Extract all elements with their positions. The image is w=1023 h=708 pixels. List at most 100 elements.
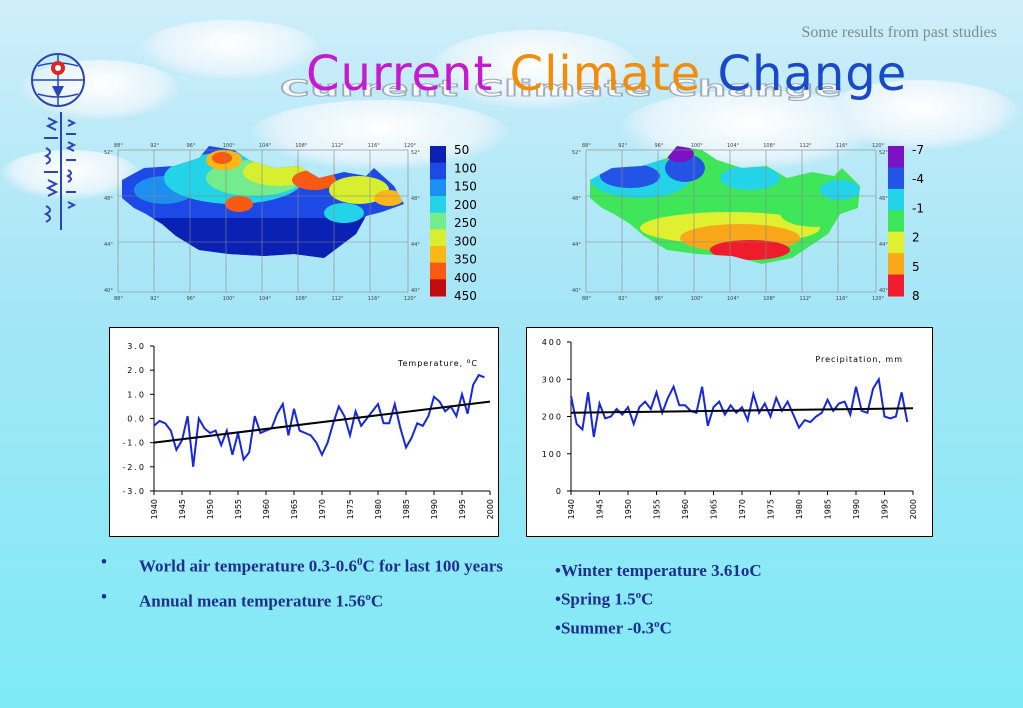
x-tick-label: 1975 xyxy=(346,499,355,519)
bullet-annual-mean: • Annual mean temperature 1.56oC xyxy=(101,584,521,615)
y-tick-label: -1.0 xyxy=(122,439,146,448)
map-lon-tick: 120° xyxy=(404,296,417,302)
bullet-text: •Summer -0.3 xyxy=(555,618,655,638)
bullet-sup: o xyxy=(654,617,660,630)
x-tick-label: 1985 xyxy=(824,499,833,519)
cloud xyxy=(250,100,510,170)
x-tick-label: 1980 xyxy=(795,499,804,519)
bullet-tail: C xyxy=(370,591,384,611)
map-lon-tick: 116° xyxy=(368,296,381,302)
map-lon-tick: 104° xyxy=(259,296,272,302)
legend-label: 8 xyxy=(912,289,920,303)
legend-label: 300 xyxy=(454,234,477,248)
x-tick-label: 1985 xyxy=(402,499,411,519)
map-lon-tick: 92° xyxy=(150,143,159,149)
y-tick-label: 300 xyxy=(542,375,563,384)
map-lon-tick: 116° xyxy=(368,143,381,149)
x-tick-label: 1965 xyxy=(290,499,299,519)
map-lon-tick: 108° xyxy=(295,296,308,302)
bullet-tail: C xyxy=(641,589,654,609)
y-tick-label: -2.0 xyxy=(122,463,146,472)
precipitation-chart-svg: 400 300 200 100 0 1940 1945 1950 1955 1960 1965 197… xyxy=(542,338,918,519)
map-lon-tick: 96° xyxy=(187,296,196,302)
map-lon-tick: 100° xyxy=(223,296,236,302)
bullet-dot: • xyxy=(101,552,107,571)
logo-graphic xyxy=(31,53,85,230)
map-lon-tick: 88° xyxy=(114,296,123,302)
temperature-chart: 3.0 2.0 1.0 0.0 -1.0 -2.0 -3.0 1940 1945 1950 1955… xyxy=(109,327,499,537)
map-lat-tick: 44° xyxy=(879,242,888,248)
legend-label: -1 xyxy=(912,201,924,215)
change-map-graphic: 88° 88° 92° 92° 96° 96° 100° 100° 104° 104° 108° 10… xyxy=(572,143,924,303)
map-lon-tick: 120° xyxy=(872,296,885,302)
bullet-text: •Winter temperature 3.61oC xyxy=(555,561,762,580)
x-tick-label: 1940 xyxy=(150,499,159,519)
map-lon-tick: 92° xyxy=(150,296,159,302)
legend-swatch xyxy=(430,162,446,180)
bullet-text: Annual mean temperature 1.56 xyxy=(139,591,366,611)
legend-swatch xyxy=(888,274,904,297)
map-lat-tick: 44° xyxy=(104,242,113,248)
map-lat-tick: 40° xyxy=(411,288,420,294)
title-word-change: Change xyxy=(717,46,908,102)
x-tick-label: 2000 xyxy=(909,499,918,519)
temperature-map: 88° 88° 92° 92° 96° 96° 100° 100° 104° 104° 108° 10… xyxy=(104,138,492,306)
legend-swatch xyxy=(430,246,446,264)
x-tick-label: 1940 xyxy=(567,499,576,519)
bullet-text: World air temperature 0.3-0.6 xyxy=(139,556,357,576)
y-tick-label: 100 xyxy=(542,450,563,459)
cloud xyxy=(430,30,640,110)
legend-label: 200 xyxy=(454,198,477,212)
legend-swatch xyxy=(430,262,446,280)
bullet-text: •Spring 1.5 xyxy=(555,589,636,609)
y-tick-label: -3.0 xyxy=(122,487,146,496)
map-lon-tick: 96° xyxy=(655,143,664,149)
map-lat-tick: 52° xyxy=(411,150,420,156)
map-lon-tick: 96° xyxy=(187,143,196,149)
legend-label: 50 xyxy=(454,143,469,157)
y-tick-label: 0 xyxy=(556,487,563,496)
map-lat-tick: 40° xyxy=(572,288,581,294)
map-lat-tick: 48° xyxy=(572,196,581,202)
trend-line xyxy=(570,407,914,414)
map-lat-tick: 44° xyxy=(572,242,581,248)
map-lat-tick: 48° xyxy=(411,196,420,202)
map-lon-tick: 108° xyxy=(763,143,776,149)
subtitle: Some results from past studies xyxy=(801,24,997,41)
x-tick-label: 1965 xyxy=(710,499,719,519)
map-lon-tick: 108° xyxy=(295,143,308,149)
x-tick-label: 1950 xyxy=(624,499,633,519)
cloud xyxy=(820,80,1020,150)
map-lon-tick: 100° xyxy=(223,143,236,149)
map-lon-tick: 108° xyxy=(763,296,776,302)
legend-swatch xyxy=(888,146,904,168)
map-lon-tick: 100° xyxy=(691,143,704,149)
bullet-dot: • xyxy=(101,586,107,606)
legend-label: 350 xyxy=(454,253,477,267)
x-tick-label: 1990 xyxy=(430,499,439,519)
map-lat-tick: 52° xyxy=(572,150,581,156)
legend-swatch xyxy=(430,212,446,230)
bullet-world-temperature: • World air temperature 0.3-0.60C for la… xyxy=(101,549,521,580)
x-tick-label: 1955 xyxy=(234,499,243,519)
map-lon-tick: 116° xyxy=(836,143,849,149)
bullet-sup: o xyxy=(365,590,371,603)
legend-swatch xyxy=(430,279,446,297)
legend-label: 250 xyxy=(454,216,477,230)
chart-series-label: Temperature, oC xyxy=(397,358,478,368)
map-lon-tick: 88° xyxy=(582,296,591,302)
x-tick-label: 1995 xyxy=(881,499,890,519)
map-lon-tick: 112° xyxy=(332,296,345,302)
chart-series-label: Precipitation, mm xyxy=(815,355,903,364)
map-lat-tick: 48° xyxy=(879,196,888,202)
map-lat-tick: 52° xyxy=(879,150,888,156)
bullet-tail: C for last 100 years xyxy=(362,556,503,576)
unit-text: C xyxy=(471,359,478,368)
x-tick-label: 1995 xyxy=(458,499,467,519)
trend-line xyxy=(153,400,491,444)
y-tick-label: 2.0 xyxy=(127,366,146,375)
map-lat-tick: 44° xyxy=(411,242,420,248)
legend-swatch xyxy=(430,196,446,214)
legend-swatch xyxy=(888,231,904,254)
temperature-map-graphic: 88° 88° 92° 92° 96° 96° 100° 100° 104° 104° 108° 10… xyxy=(104,143,477,303)
